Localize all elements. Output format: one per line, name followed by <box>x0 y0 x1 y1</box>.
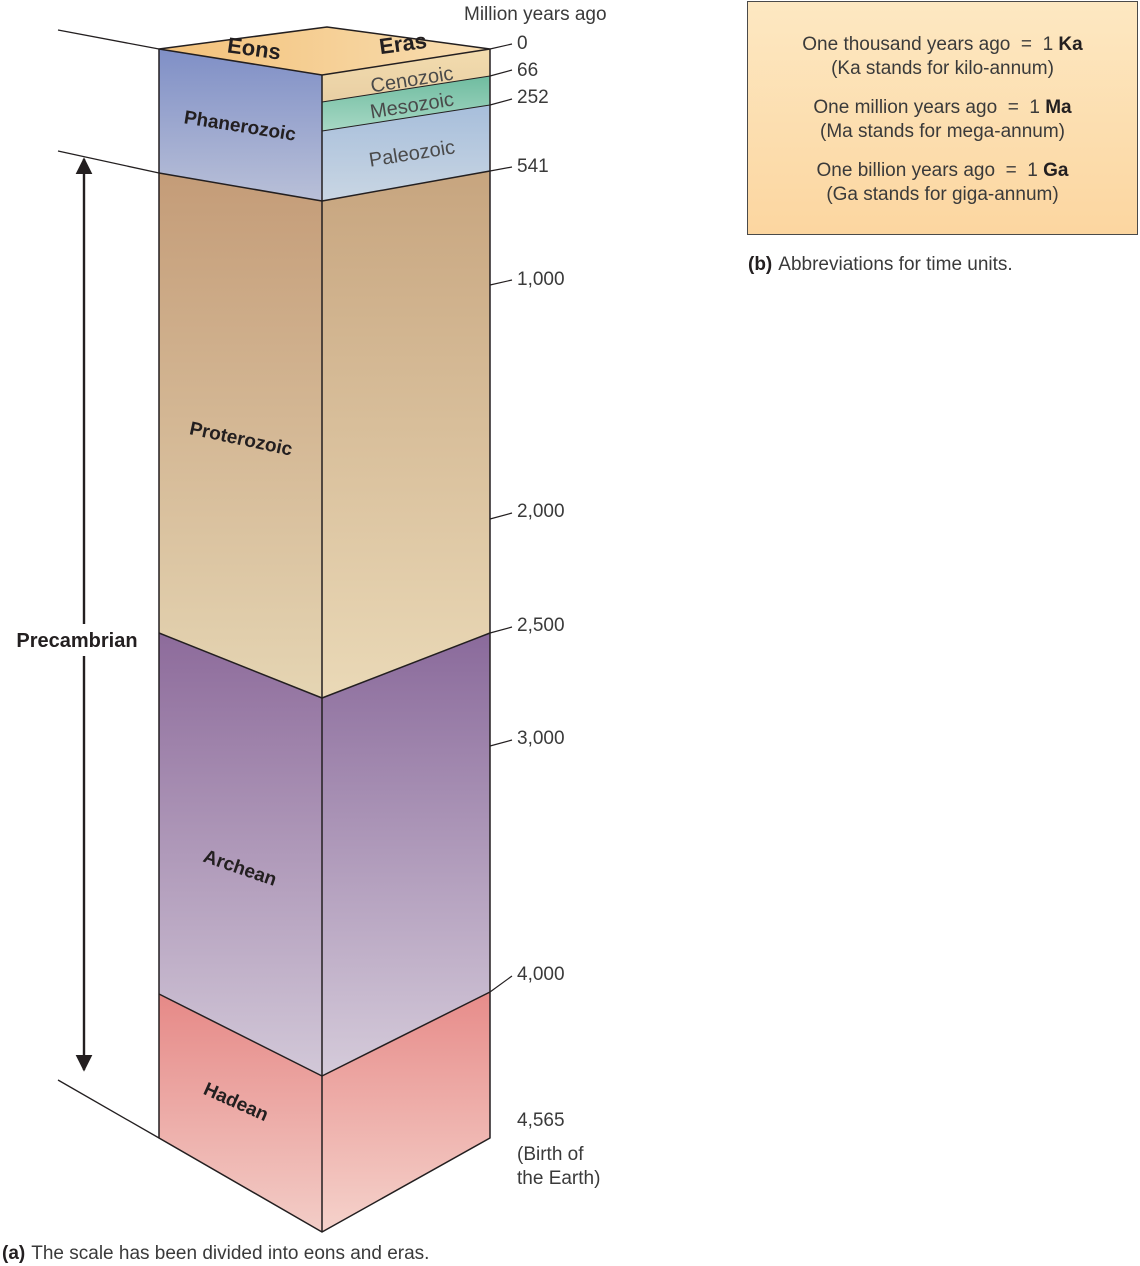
abbreviation-ga-equals: = 1 <box>995 160 1044 181</box>
era-mesozoic-face <box>322 76 490 131</box>
birth-note-line1: (Birth of <box>517 1144 584 1165</box>
tick-label-3000: 3,000 <box>517 728 565 749</box>
abbreviation-ma-note: (Ma stands for mega-annum) <box>820 121 1065 142</box>
abbreviation-ka-equals: = 1 <box>1010 34 1059 55</box>
tick-label-252: 252 <box>517 87 549 108</box>
abbreviation-ga: One billion years ago = 1 Ga (Ga stands … <box>748 159 1137 207</box>
tick-label-4000: 4,000 <box>517 964 565 985</box>
eon-proterozoic-face <box>159 173 322 698</box>
era-paleozoic-face <box>322 105 490 201</box>
abbreviation-ka-text: One thousand years ago <box>802 34 1011 55</box>
abbreviation-ga-text: One billion years ago <box>816 160 996 181</box>
extension-line-541 <box>57 150 160 174</box>
eon-phanerozoic-face <box>159 49 322 201</box>
extension-line-bottom <box>57 1079 160 1139</box>
tick-label-66: 66 <box>517 60 538 81</box>
precambrian-label: Precambrian <box>16 630 137 652</box>
eon-archean-face <box>159 633 322 1076</box>
column-top-face <box>159 27 490 75</box>
abbreviations-box: One thousand years ago = 1 Ka (Ka stands… <box>747 1 1138 235</box>
abbreviation-ka-note: (Ka stands for kilo-annum) <box>831 58 1054 79</box>
abbreviation-ma: One million years ago = 1 Ma (Ma stands … <box>748 96 1137 144</box>
precambrian-label-bg <box>4 624 150 656</box>
archean-right-face <box>322 633 490 1076</box>
tick-marks <box>489 43 513 993</box>
tick-label-2000: 2,000 <box>517 501 565 522</box>
abbreviation-ma-text: One million years ago <box>813 97 998 118</box>
axis-title: Million years ago <box>464 4 607 25</box>
tick-label-4565: 4,565 <box>517 1110 565 1131</box>
abbreviation-ma-unit: Ma <box>1045 97 1072 118</box>
abbreviation-ma-equals: = 1 <box>997 97 1046 118</box>
abbreviation-ka: One thousand years ago = 1 Ka (Ka stands… <box>748 33 1137 81</box>
birth-note-line2: the Earth) <box>517 1168 600 1189</box>
era-cenozoic-face <box>322 49 490 102</box>
tick-label-1000: 1,000 <box>517 269 565 290</box>
abbreviation-ga-unit: Ga <box>1043 160 1069 181</box>
abbreviation-ga-note: (Ga stands for giga-annum) <box>826 184 1059 205</box>
column-outline <box>158 26 491 1233</box>
tick-label-2500: 2,500 <box>517 615 565 636</box>
extension-line-top <box>57 29 160 50</box>
proterozoic-right-face <box>322 171 490 698</box>
eon-hadean-face <box>159 994 322 1232</box>
caption-a-text: The scale has been divided into eons and… <box>31 1243 430 1264</box>
caption-b-letter: (b) <box>748 254 773 275</box>
caption-a: (a) The scale has been divided into eons … <box>2 1243 429 1265</box>
caption-b-text: Abbreviations for time units. <box>778 254 1013 275</box>
tick-label-0: 0 <box>517 33 528 54</box>
hadean-right-face <box>322 992 490 1232</box>
tick-label-541: 541 <box>517 156 549 177</box>
caption-a-letter: (a) <box>2 1243 26 1264</box>
caption-b: (b) Abbreviations for time units. <box>748 254 1013 276</box>
abbreviation-ka-unit: Ka <box>1058 34 1083 55</box>
